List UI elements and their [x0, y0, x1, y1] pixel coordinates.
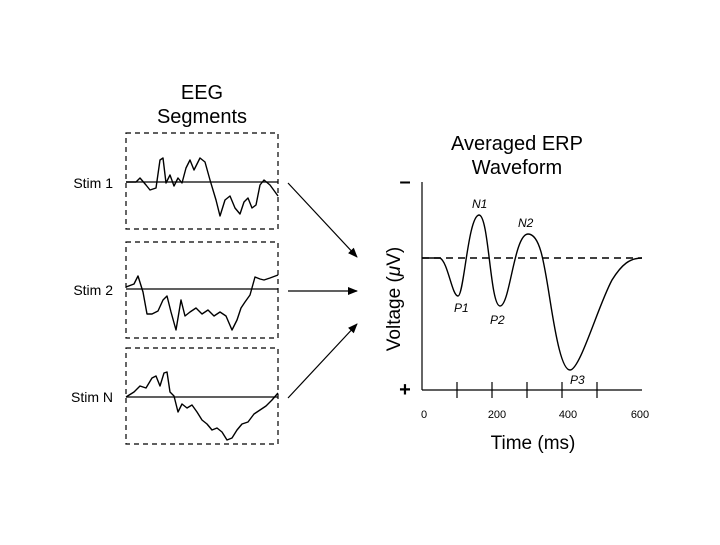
x-axis-ticks — [456, 382, 598, 398]
peak-label-n1: N1 — [472, 197, 487, 211]
segment-box — [125, 132, 279, 230]
eeg-segment-stim-2: Stim 2 — [73, 241, 279, 339]
eeg-trace — [125, 371, 279, 441]
segment-box — [125, 241, 279, 339]
erp-title-line1: Averaged ERP — [451, 133, 583, 155]
x-tick-label: 0 — [421, 409, 427, 421]
erp-waveform — [422, 214, 643, 371]
stim-label: Stim 2 — [73, 282, 113, 298]
negative-polarity-sign: – — [399, 171, 410, 193]
peak-label-p3: P3 — [570, 373, 585, 387]
peak-label-p2: P2 — [490, 313, 505, 327]
x-tick-label: 600 — [631, 409, 649, 421]
positive-polarity-sign: + — [399, 379, 411, 401]
x-tick-label: 400 — [559, 409, 577, 421]
peak-label-n2: N2 — [518, 216, 534, 230]
eeg-segment-stim-n: Stim N — [71, 347, 279, 445]
x-axis-title: Time (ms) — [491, 433, 576, 454]
peak-label-p1: P1 — [454, 301, 469, 315]
x-tick-label: 200 — [488, 409, 506, 421]
stim-label: Stim 1 — [73, 175, 113, 191]
stim-label: Stim N — [71, 389, 113, 405]
eeg-segment-stim-1: Stim 1 — [73, 132, 279, 230]
eeg-title-line1: EEG — [181, 82, 223, 104]
arrow-stim-1 — [287, 182, 358, 258]
segment-box — [125, 347, 279, 445]
arrow-stim-n — [287, 323, 358, 399]
erp-title-line2: Waveform — [472, 157, 562, 179]
y-axis-title: Voltage (μV) — [384, 247, 405, 351]
eeg-trace — [126, 157, 279, 217]
eeg-title-line2: Segments — [157, 106, 247, 128]
eeg-trace — [125, 274, 279, 331]
